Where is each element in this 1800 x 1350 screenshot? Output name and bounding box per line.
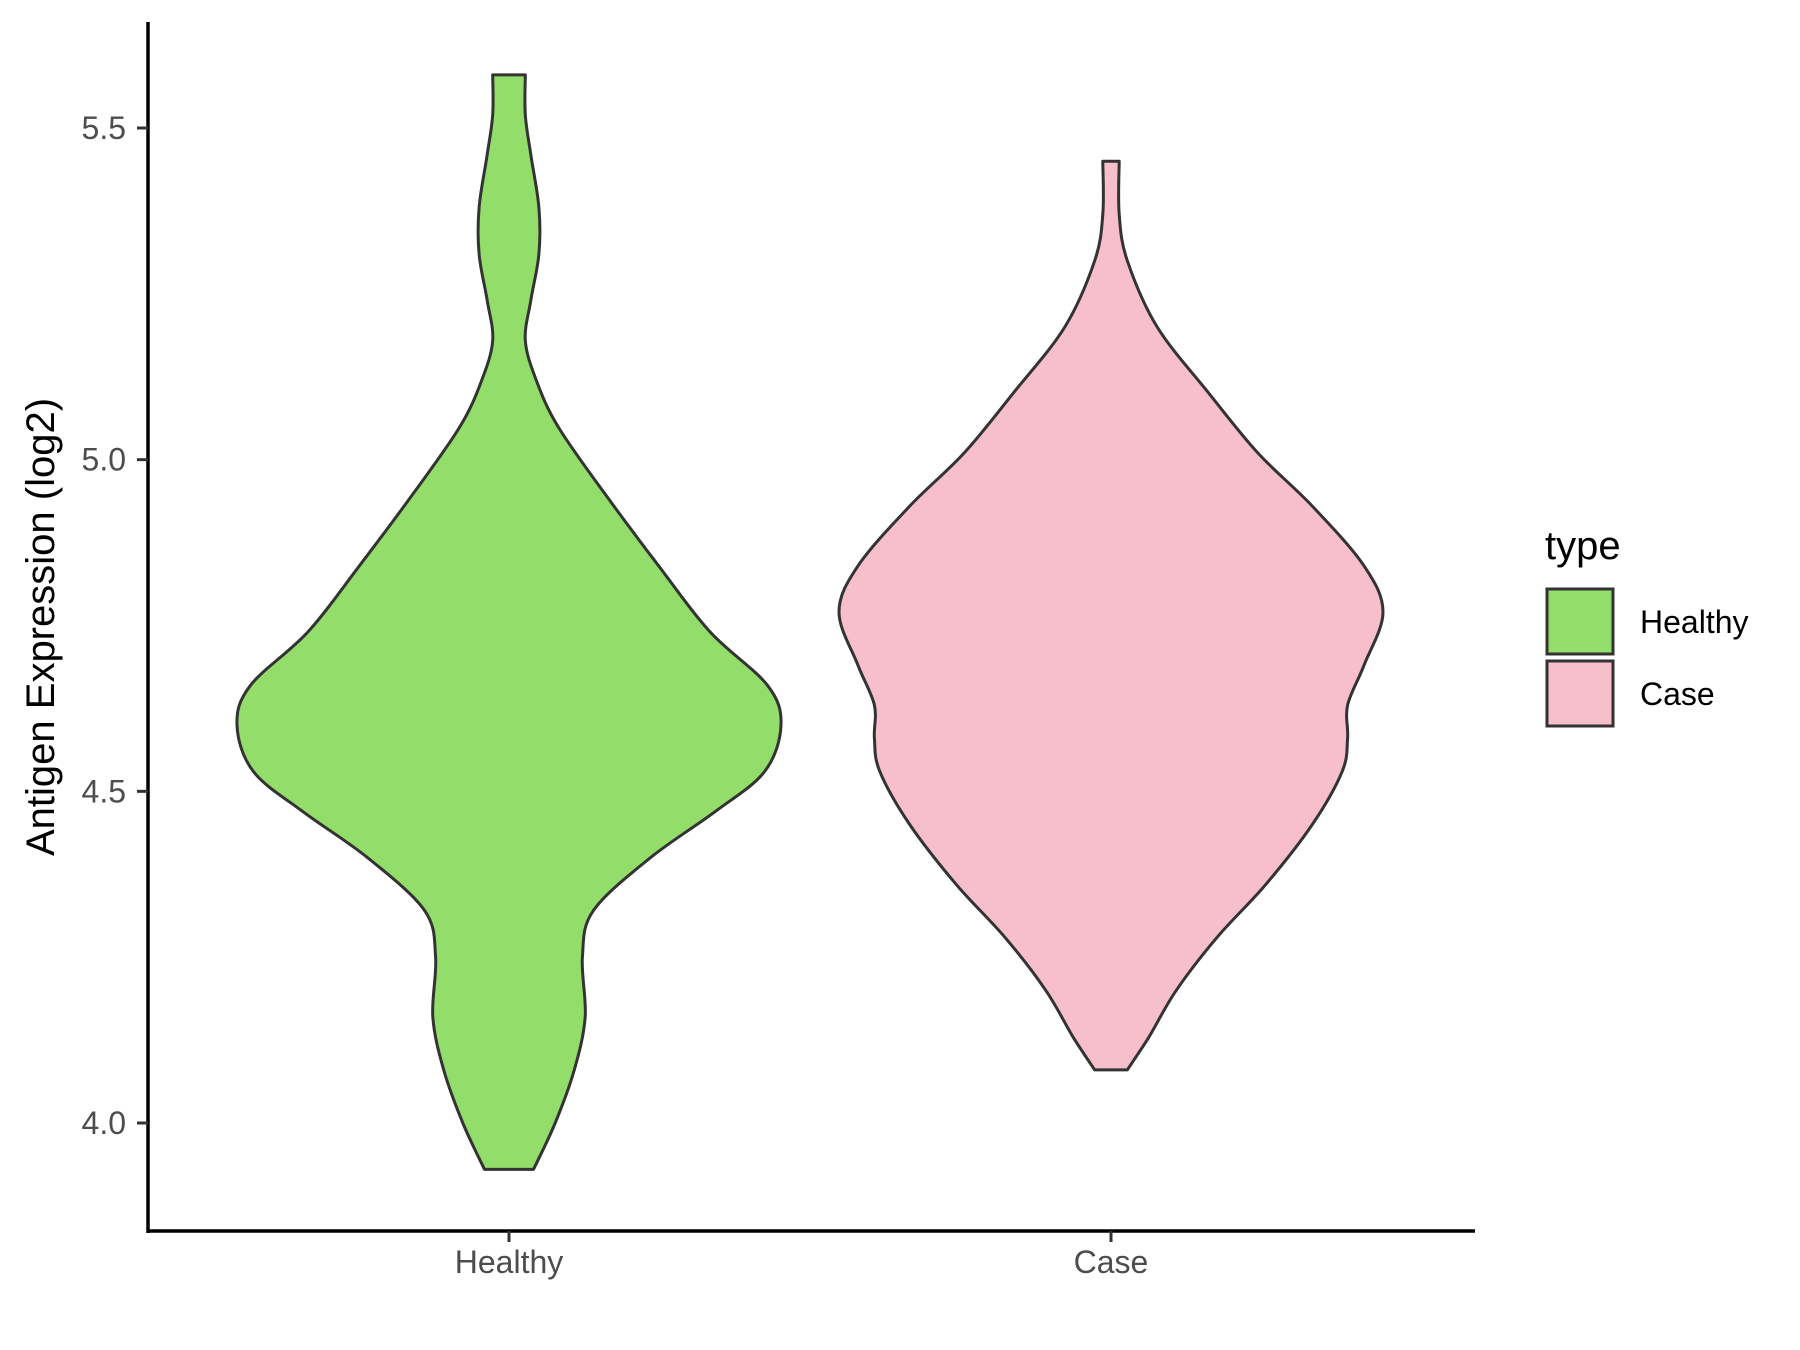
legend-label-healthy: Healthy bbox=[1640, 604, 1749, 640]
x-tick-label-case: Case bbox=[1074, 1244, 1149, 1280]
legend-swatch-healthy bbox=[1545, 587, 1615, 656]
y-ticks: 4.0 4.5 5.0 5.5 bbox=[82, 110, 148, 1141]
y-tick-label: 5.5 bbox=[82, 110, 126, 146]
y-tick-label: 4.5 bbox=[82, 773, 126, 809]
y-tick-label: 4.0 bbox=[82, 1105, 126, 1141]
legend-swatch-case bbox=[1545, 659, 1615, 728]
legend-label-case: Case bbox=[1640, 676, 1715, 712]
y-tick-label: 5.0 bbox=[82, 442, 126, 478]
legend-title: type bbox=[1545, 524, 1621, 568]
y-axis-title: Antigen Expression (log2) bbox=[19, 398, 63, 856]
x-ticks: Healthy Case bbox=[455, 1231, 1149, 1280]
violin-case bbox=[837, 159, 1385, 1072]
legend: type Healthy Case bbox=[1545, 524, 1749, 728]
violin-healthy bbox=[235, 73, 783, 1171]
x-tick-label-healthy: Healthy bbox=[455, 1244, 564, 1280]
violin-layer bbox=[235, 73, 1385, 1171]
